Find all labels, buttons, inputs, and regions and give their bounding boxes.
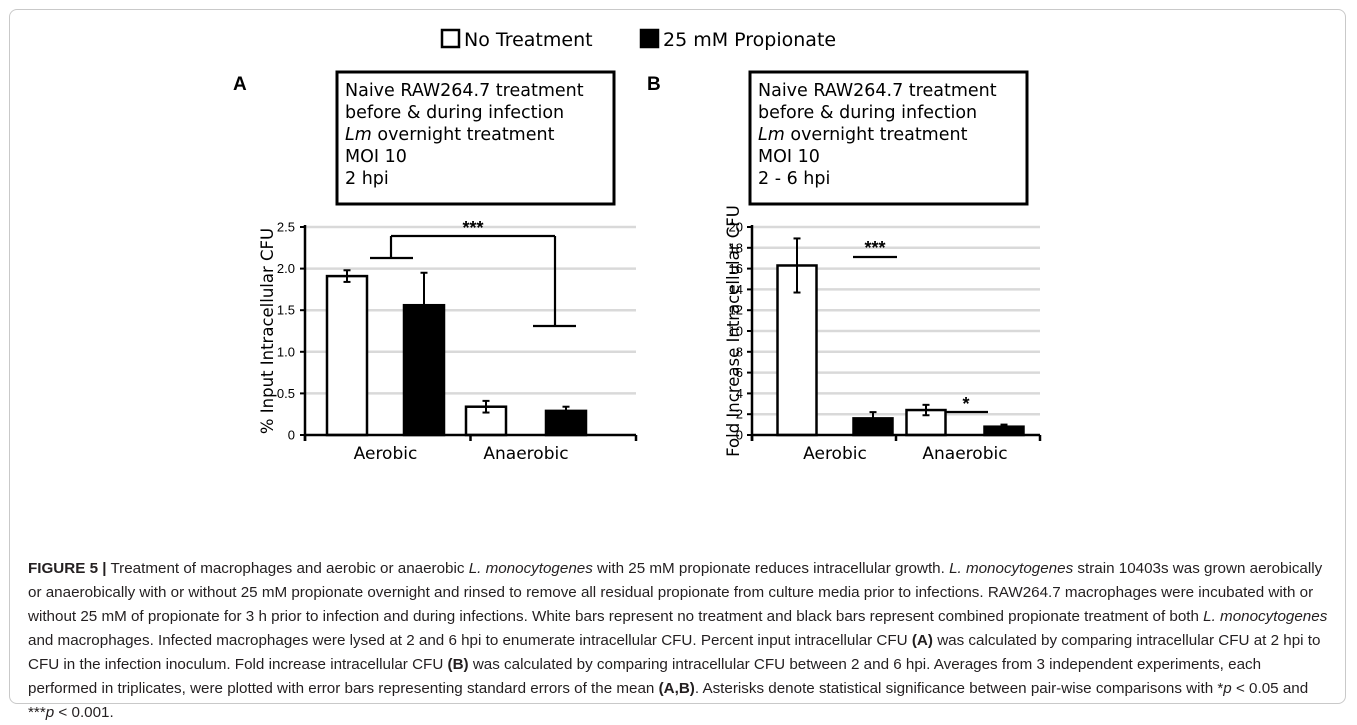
legend-label-no-treatment: No Treatment (464, 29, 593, 51)
info-line: before & during infection (345, 103, 564, 123)
legend: No Treatment 25 mM Propionate (440, 28, 836, 51)
figure-frame (9, 9, 1346, 704)
caption-text: p (45, 704, 55, 721)
y-tick-label: 6 (736, 365, 743, 380)
info-line: Naive RAW264.7 treatment (758, 81, 997, 101)
y-tick-label: 12 (729, 303, 743, 318)
panel-label-b: B (647, 74, 661, 95)
caption-text: (A) (911, 632, 933, 649)
caption-text: (B) (447, 656, 469, 673)
bar-aerobic-no-treatment (325, 274, 369, 437)
caption-text: L. monocytogenes (949, 560, 1074, 577)
y-tick-label: 16 (729, 261, 743, 276)
y-tick-label: 14 (729, 282, 743, 297)
panel-label-a: A (233, 74, 247, 95)
caption-text: was calculated by comparing intracellula… (28, 656, 1262, 697)
figure-caption: FIGURE 5 | Treatment of macrophages and … (28, 557, 1328, 725)
y-tick-label: 2.5 (277, 220, 295, 235)
caption-text: was calculated by comparing intracellula… (28, 632, 1321, 673)
bar-aerobic-propionate (402, 303, 446, 437)
category-label: Anaerobic (483, 444, 568, 464)
caption-text: with 25 mM propionate reduces intracellu… (592, 560, 950, 577)
y-tick-label: 20 (729, 220, 743, 235)
info-line: Lm overnight treatment (758, 125, 968, 145)
caption-text: L. monocytogenes (468, 560, 593, 577)
info-line: MOI 10 (758, 147, 820, 167)
caption-text: Treatment of macrophages and aerobic or … (106, 560, 469, 577)
caption-text: and macrophages. Infected macrophages we… (28, 632, 912, 649)
y-tick-label: 1.5 (277, 303, 295, 318)
y-tick-label: 8 (736, 344, 743, 359)
figure-canvas: No Treatment 25 mM Propionate A B Naive … (233, 28, 1042, 464)
info-box (748, 70, 1029, 206)
y-tick-label: 4 (736, 386, 743, 401)
y-tick-label: 0.5 (277, 386, 295, 401)
category-label: Anaerobic (922, 444, 1007, 464)
info-line: before & during infection (758, 103, 977, 123)
significance-label: *** (462, 218, 483, 238)
info-line: 2 hpi (345, 169, 389, 189)
significance-label-aerobic: *** (864, 238, 885, 258)
caption-text: < 0.001. (54, 704, 114, 721)
info-line: Naive RAW264.7 treatment (345, 81, 584, 101)
y-tick-label: 2 (736, 407, 743, 422)
legend-swatch-no-treatment (440, 28, 461, 49)
y-tick-label: 10 (729, 324, 743, 339)
caption-text: p (1223, 680, 1232, 697)
category-label: Aerobic (803, 444, 867, 464)
info-line: MOI 10 (345, 147, 407, 167)
significance-label-anaerobic: * (962, 394, 969, 414)
y-tick-label: 2.0 (277, 261, 295, 276)
y-tick-label: 1.0 (277, 344, 295, 359)
y-tick-label: 0 (288, 428, 295, 443)
caption-text: L. monocytogenes (1203, 608, 1328, 625)
info-line: 2 - 6 hpi (758, 169, 830, 189)
info-box (335, 70, 616, 206)
y-axis-label: Fold Increase Intracellular CFU (724, 205, 743, 457)
caption-text: strain 10403s was grown aerobically or a… (28, 560, 1323, 625)
y-tick-label: 0 (736, 428, 743, 443)
y-axis-label: % Input Intracellular CFU (258, 228, 277, 434)
caption-text: . Asterisks denote statistical significa… (694, 680, 1224, 697)
y-tick-label: 18 (729, 240, 743, 255)
legend-label-propionate: 25 mM Propionate (663, 29, 836, 51)
caption-text: (A,B) (658, 680, 695, 697)
info-line: Lm overnight treatment (345, 125, 555, 145)
caption-title: FIGURE 5 | (28, 560, 107, 577)
category-label: Aerobic (354, 444, 418, 464)
legend-swatch-propionate (639, 28, 660, 49)
